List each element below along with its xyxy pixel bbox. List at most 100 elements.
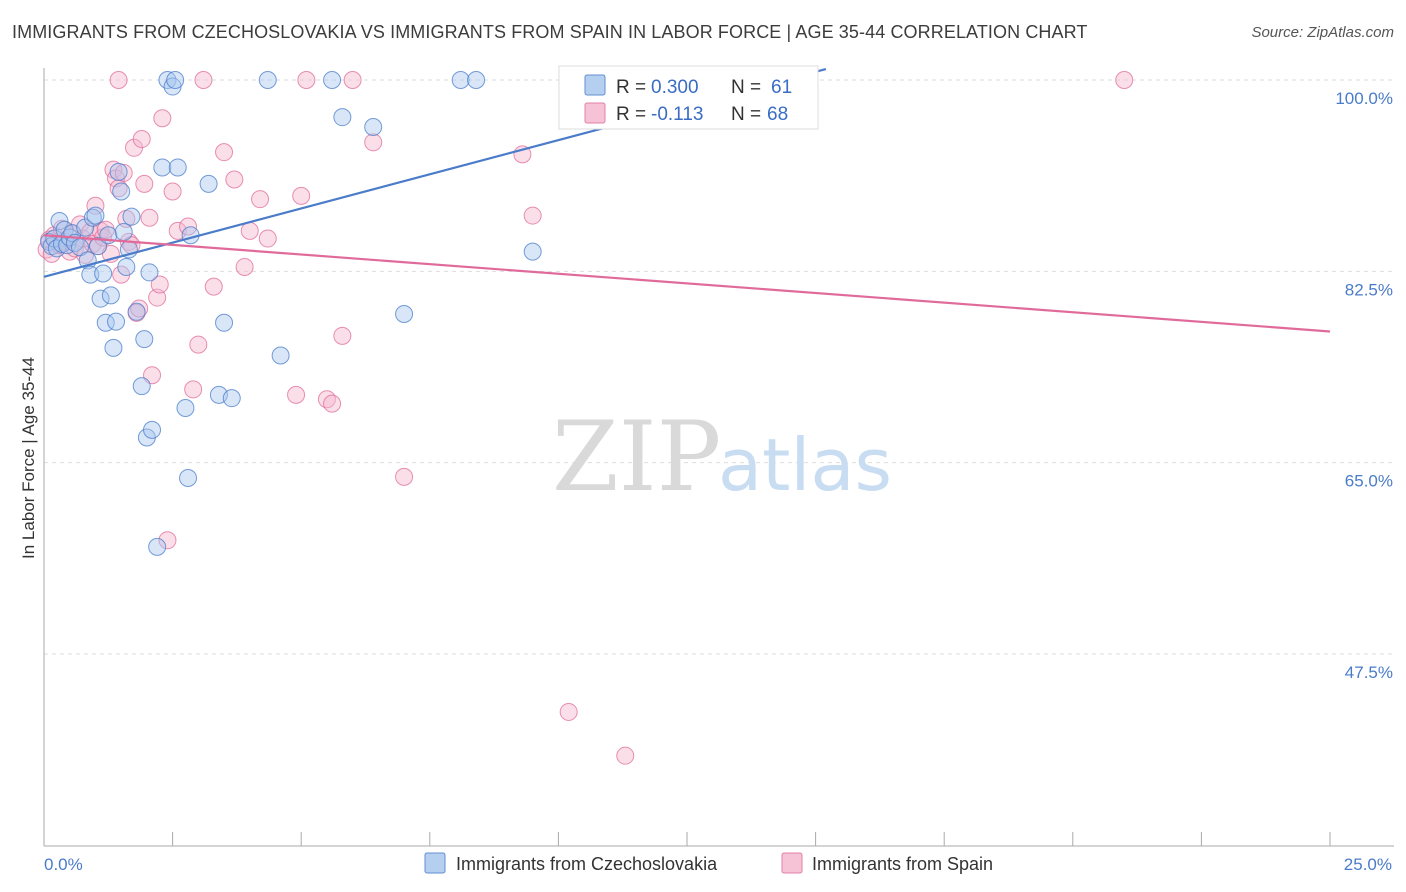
point-spain-62 <box>523 206 542 225</box>
point-spain-45 <box>204 277 223 296</box>
point-czechoslovakia-56 <box>451 71 470 89</box>
legend-swatch-czechoslovakia <box>424 852 446 874</box>
point-czechoslovakia-12 <box>76 218 95 237</box>
point-spain-57 <box>364 133 383 152</box>
point-spain-52 <box>287 385 306 404</box>
point-czechoslovakia-15 <box>83 208 102 227</box>
point-spain-55 <box>323 394 342 413</box>
point-spain-38 <box>153 109 172 128</box>
point-spain-33 <box>135 174 154 193</box>
y-axis-label: In Labor Force | Age 35-44 <box>19 357 38 559</box>
point-czechoslovakia-58 <box>523 242 542 261</box>
point-spain-63 <box>109 71 128 89</box>
watermark-zip: ZIP <box>552 401 721 513</box>
point-czechoslovakia-53 <box>333 108 352 127</box>
y-tick-label-1: 65.0% <box>1345 472 1393 491</box>
point-spain-46 <box>215 143 234 162</box>
x-tick-label-min: 0.0% <box>44 855 83 874</box>
stats-swatch-blue <box>584 74 606 96</box>
point-czechoslovakia-16 <box>86 206 105 225</box>
x-axis-ticks <box>43 832 1331 846</box>
point-czechoslovakia-49 <box>222 389 241 408</box>
point-czechoslovakia-26 <box>112 182 131 201</box>
point-czechoslovakia-30 <box>122 207 141 226</box>
point-czechoslovakia-42 <box>168 158 187 177</box>
legend: Immigrants from Czechoslovakia Immigrant… <box>424 852 993 874</box>
stats-r-label-pink: R = <box>616 104 646 125</box>
trend-line-spain <box>43 234 1331 333</box>
x-tick-label-max: 25.0% <box>1344 855 1392 874</box>
point-czechoslovakia-24 <box>107 312 126 331</box>
point-czechoslovakia-46 <box>199 174 218 193</box>
point-spain-35 <box>143 366 162 385</box>
point-czechoslovakia-44 <box>179 468 198 487</box>
point-czechoslovakia-52 <box>323 71 342 89</box>
source-label: Source: ZipAtlas.com <box>1251 24 1394 41</box>
series-czechoslovakia <box>40 71 542 556</box>
point-spain-51 <box>258 229 277 248</box>
point-czechoslovakia-41 <box>166 71 185 89</box>
point-spain-37 <box>150 275 169 294</box>
point-czechoslovakia-43 <box>176 399 195 417</box>
point-czechoslovakia-23 <box>104 338 123 357</box>
y-tick-label-3: 100.0% <box>1335 89 1393 108</box>
point-czechoslovakia-48 <box>215 313 234 332</box>
point-czechoslovakia-35 <box>140 263 159 282</box>
point-czechoslovakia-37 <box>148 537 167 556</box>
point-spain-50 <box>251 190 270 209</box>
stats-r-label-blue: R = <box>616 77 646 98</box>
point-spain-56 <box>333 326 352 345</box>
point-czechoslovakia-31 <box>127 302 146 321</box>
stats-r-value-blue: 0.300 <box>651 77 699 98</box>
stats-n-value-pink: 68 <box>767 104 788 125</box>
point-spain-49 <box>240 221 259 240</box>
point-czechoslovakia-36 <box>143 420 162 439</box>
point-czechoslovakia-51 <box>271 346 290 365</box>
point-czechoslovakia-54 <box>364 118 383 137</box>
point-spain-44 <box>189 335 208 354</box>
point-czechoslovakia-32 <box>132 377 151 396</box>
point-spain-67 <box>1115 71 1134 89</box>
point-spain-31 <box>130 299 149 318</box>
point-czechoslovakia-4 <box>50 212 69 231</box>
point-spain-43 <box>184 380 203 399</box>
legend-label-spain: Immigrants from Spain <box>812 854 993 874</box>
grid <box>44 79 1394 655</box>
point-spain-47 <box>225 170 244 189</box>
point-czechoslovakia-22 <box>101 286 120 305</box>
chart-title: IMMIGRANTS FROM CZECHOSLOVAKIA VS IMMIGR… <box>12 22 1088 42</box>
point-czechoslovakia-18 <box>91 289 110 308</box>
point-czechoslovakia-28 <box>117 257 136 276</box>
point-spain-40 <box>163 182 182 201</box>
stats-r-value-pink: -0.113 <box>651 104 703 125</box>
stats-n-value-blue: 61 <box>771 77 792 98</box>
y-tick-label-0: 47.5% <box>1345 663 1393 682</box>
point-czechoslovakia-27 <box>114 222 133 241</box>
point-spain-34 <box>140 208 159 227</box>
legend-swatch-spain <box>781 852 803 874</box>
point-spain-36 <box>148 288 167 307</box>
point-spain-66 <box>343 71 362 89</box>
point-spain-15 <box>86 196 105 215</box>
stats-n-label-pink: N = <box>731 104 761 125</box>
point-spain-65 <box>297 71 316 89</box>
point-czechoslovakia-38 <box>153 158 172 177</box>
point-czechoslovakia-14 <box>81 265 100 284</box>
point-czechoslovakia-25 <box>109 162 128 181</box>
point-spain-48 <box>235 257 254 276</box>
point-czechoslovakia-57 <box>467 71 486 89</box>
point-czechoslovakia-50 <box>258 71 277 89</box>
point-czechoslovakia-17 <box>89 237 108 256</box>
point-czechoslovakia-19 <box>94 264 113 283</box>
point-spain-59 <box>559 702 578 721</box>
watermark-atlas: atlas <box>718 423 892 507</box>
point-czechoslovakia-55 <box>395 304 414 323</box>
point-spain-32 <box>132 130 151 149</box>
stats-swatch-pink <box>584 102 606 124</box>
stats-n-label-blue: N = <box>731 77 761 98</box>
y-tick-labels: 47.5% 65.0% 82.5% 100.0% <box>1335 89 1393 682</box>
point-spain-39 <box>158 531 177 550</box>
point-spain-53 <box>292 186 311 205</box>
point-spain-25 <box>114 163 133 182</box>
point-spain-64 <box>194 71 213 89</box>
